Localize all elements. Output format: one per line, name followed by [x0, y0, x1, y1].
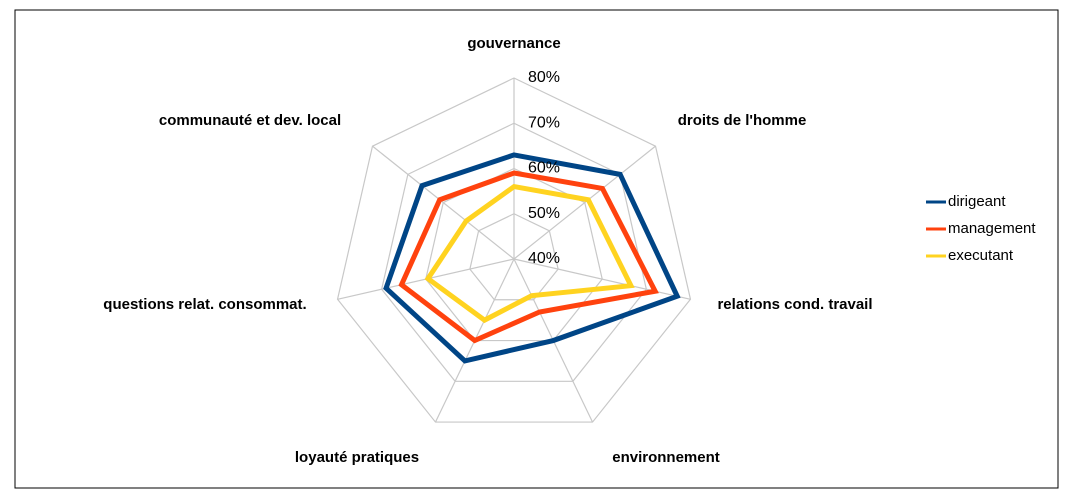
- axis-label: relations cond. travail: [717, 296, 872, 313]
- axis-label: droits de l'homme: [678, 112, 807, 129]
- legend-label: executant: [948, 247, 1014, 264]
- tick-label: 50%: [528, 205, 560, 222]
- spoke: [513, 258, 691, 300]
- grid-ring: [425, 167, 603, 342]
- series-line: [424, 183, 635, 324]
- spoke: [372, 145, 515, 260]
- axis-label: gouvernance: [467, 35, 560, 52]
- grid-ring: [381, 122, 647, 382]
- tick-label: 80%: [528, 69, 560, 86]
- series-line: [398, 170, 659, 344]
- axis-label: environnement: [612, 449, 720, 466]
- axis-label: loyauté pratiques: [295, 449, 419, 466]
- tick-label: 40%: [528, 250, 560, 267]
- axis-label: communauté et dev. local: [159, 112, 341, 129]
- tick-label: 60%: [528, 160, 560, 177]
- series-line: [383, 152, 681, 364]
- frame: [14, 9, 1059, 489]
- spoke: [513, 145, 656, 260]
- legend-label: dirigeant: [948, 193, 1006, 210]
- grid-ring: [336, 77, 692, 423]
- axis-label: questions relat. consommat.: [103, 296, 306, 313]
- legend-label: management: [948, 220, 1036, 237]
- grid-ring: [469, 213, 559, 301]
- tick-label: 70%: [528, 114, 560, 131]
